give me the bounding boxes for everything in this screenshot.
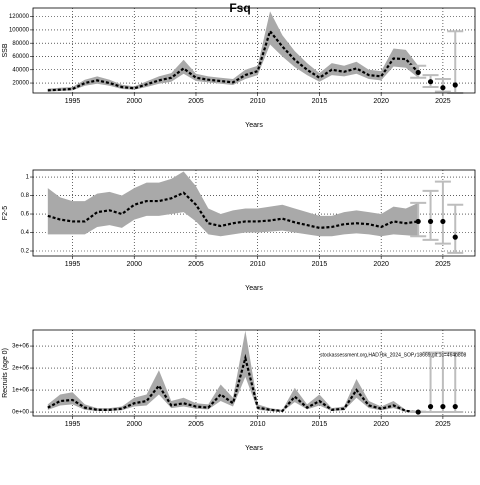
x-axis-label: Years	[245, 122, 263, 129]
x-tick-label: 2015	[312, 421, 328, 428]
y-tick-label: 80000	[12, 41, 29, 47]
plot-frame	[32, 7, 476, 94]
plot-frame	[32, 169, 476, 257]
projection-point	[452, 403, 458, 410]
median-line	[47, 191, 419, 229]
projection-point	[440, 403, 446, 410]
x-tick-label: 2015	[312, 98, 328, 105]
x-tick-label: 2010	[250, 421, 266, 428]
y-tick-label: 3e+06	[12, 344, 30, 350]
projection-point	[427, 79, 434, 85]
y-tick-label: 1	[26, 175, 30, 181]
x-tick-label: 2010	[250, 261, 266, 268]
x-axis-label: Years	[245, 285, 263, 292]
y-tick-label: 0.8	[21, 193, 30, 199]
y-tick-label: 100000	[9, 27, 30, 33]
y-tick-label: 0.4	[21, 230, 30, 236]
x-tick-label: 2020	[373, 421, 389, 428]
y-tick-label: 60000	[12, 54, 29, 60]
x-tick-label: 2005	[188, 98, 204, 105]
x-tick-label: 2010	[250, 98, 266, 105]
x-tick-label: 2005	[188, 421, 204, 428]
projection-point	[440, 218, 446, 225]
projection-point	[415, 409, 421, 415]
median-line	[47, 353, 419, 414]
plot-frame	[32, 329, 476, 417]
y-axis-label: SSB	[2, 43, 9, 57]
x-tick-label: 2025	[435, 421, 451, 428]
y-tick-label: 2e+06	[12, 366, 30, 372]
projection-point	[452, 82, 458, 88]
x-tick-label: 2005	[188, 261, 204, 268]
y-tick-label: 0.6	[21, 212, 30, 218]
median-line	[47, 28, 420, 92]
chart-title: Fsq	[229, 1, 250, 15]
projection-point	[415, 218, 421, 225]
y-tick-label: 120000	[9, 14, 30, 20]
projection-point	[440, 85, 446, 91]
x-tick-label: 1995	[65, 98, 81, 105]
y-axis-label: Recruits (age 0)	[2, 348, 9, 398]
confidence-band	[47, 11, 419, 92]
projection-point	[427, 403, 434, 410]
x-tick-label: 2020	[373, 98, 389, 105]
y-tick-label: 0e+00	[12, 410, 30, 416]
y-tick-label: 20000	[12, 81, 29, 87]
y-tick-label: 1e+06	[12, 388, 30, 394]
x-tick-label: 1995	[65, 261, 81, 268]
y-tick-label: 40000	[12, 67, 29, 73]
projection-point	[452, 234, 458, 240]
y-axis-label: F2-5	[2, 206, 9, 221]
projection-point	[427, 218, 434, 225]
x-axis-label: Years	[245, 445, 263, 452]
x-tick-label: 2025	[435, 261, 451, 268]
confidence-band	[47, 171, 419, 237]
projection-point	[415, 69, 421, 76]
x-tick-label: 1995	[65, 421, 81, 428]
x-tick-label: 2025	[435, 98, 451, 105]
x-tick-label: 2000	[126, 421, 142, 428]
annotation: stockassessment.org,HAD7bk_2024_SOP,r186…	[320, 352, 466, 358]
x-tick-label: 2015	[312, 261, 328, 268]
x-tick-label: 2020	[373, 261, 389, 268]
x-tick-label: 2000	[126, 261, 142, 268]
x-tick-label: 2000	[126, 98, 142, 105]
y-tick-label: 0.2	[21, 249, 30, 255]
